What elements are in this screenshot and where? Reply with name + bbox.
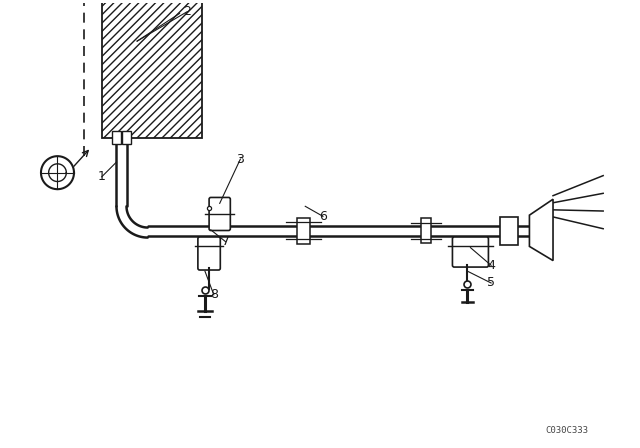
Bar [421, 218, 431, 243]
Text: C030C333: C030C333 [545, 426, 588, 435]
Bar [297, 218, 310, 244]
FancyBboxPatch shape [452, 237, 488, 267]
Text: 2: 2 [183, 5, 191, 18]
Polygon shape [41, 156, 74, 189]
Text: 7: 7 [221, 235, 230, 248]
Bar [500, 217, 518, 245]
Text: 1: 1 [98, 170, 106, 183]
FancyBboxPatch shape [198, 237, 220, 270]
Text: 3: 3 [236, 153, 244, 166]
Bar [102, 0, 202, 138]
Bar [113, 131, 120, 144]
Text: 5: 5 [487, 276, 495, 289]
Polygon shape [529, 199, 553, 261]
Text: 4: 4 [487, 259, 495, 272]
Text: 6: 6 [319, 210, 327, 223]
FancyBboxPatch shape [209, 198, 230, 230]
Bar [122, 131, 131, 144]
Text: 8: 8 [210, 289, 218, 302]
